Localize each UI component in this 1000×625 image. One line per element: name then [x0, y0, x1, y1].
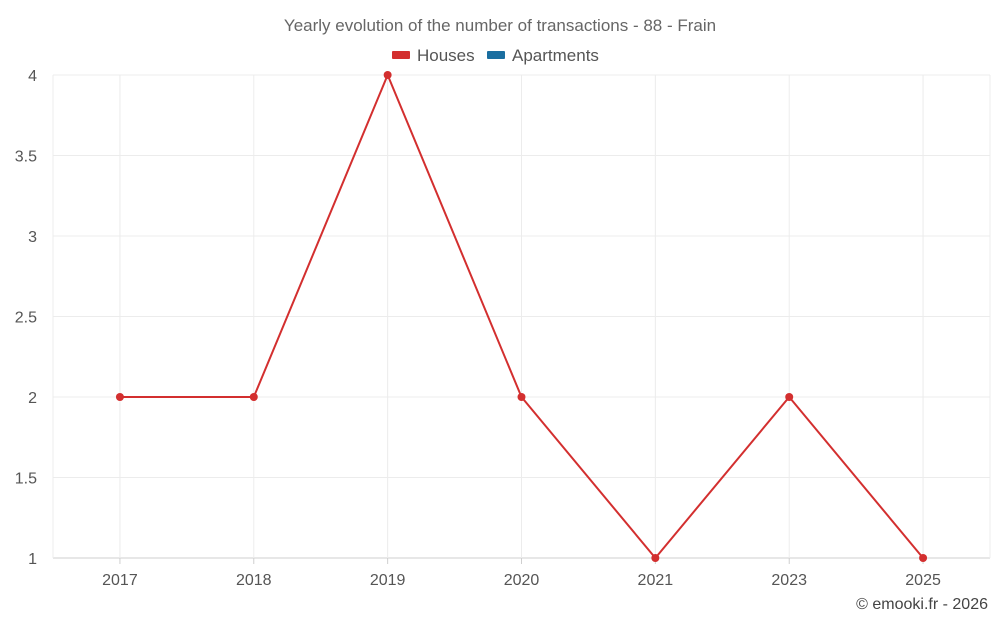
y-tick-label: 1.5 — [15, 471, 37, 488]
data-point-houses[interactable] — [115, 393, 124, 401]
y-axis: 1 1.5 2 2.5 3 3.5 4 — [15, 68, 37, 568]
x-tick-label: 2023 — [771, 572, 807, 589]
legend-swatch-houses — [392, 51, 410, 59]
x-tick-label: 2020 — [504, 572, 540, 589]
data-point-houses[interactable] — [785, 393, 794, 401]
legend-item-houses[interactable]: Houses — [392, 46, 475, 65]
series-houses — [115, 71, 928, 562]
data-point-houses[interactable] — [919, 554, 928, 562]
y-tick-label: 3 — [28, 229, 37, 246]
legend-label-houses: Houses — [417, 46, 475, 65]
x-tick-label: 2017 — [102, 572, 138, 589]
credit-text: © emooki.fr - 2026 — [856, 596, 988, 613]
legend-swatch-apartments — [487, 51, 505, 59]
chart-title: Yearly evolution of the number of transa… — [284, 16, 716, 35]
y-tick-label: 1 — [28, 551, 37, 568]
data-point-houses[interactable] — [249, 393, 258, 401]
legend-label-apartments: Apartments — [512, 46, 599, 65]
x-tick-label: 2021 — [638, 572, 674, 589]
x-tick-label: 2025 — [905, 572, 941, 589]
legend-item-apartments[interactable]: Apartments — [487, 46, 599, 65]
x-tick-label: 2018 — [236, 572, 272, 589]
data-point-houses[interactable] — [517, 393, 526, 401]
data-point-houses[interactable] — [651, 554, 660, 562]
data-point-houses[interactable] — [383, 71, 392, 79]
x-tick-label: 2019 — [370, 572, 406, 589]
y-tick-label: 3.5 — [15, 149, 37, 166]
x-axis: 2017 2018 2019 2020 2021 2023 2025 — [102, 558, 941, 589]
y-tick-label: 4 — [28, 68, 37, 85]
y-tick-label: 2.5 — [15, 310, 37, 327]
grid — [52, 74, 991, 559]
legend: Houses Apartments — [392, 46, 599, 65]
y-tick-label: 2 — [28, 390, 37, 407]
